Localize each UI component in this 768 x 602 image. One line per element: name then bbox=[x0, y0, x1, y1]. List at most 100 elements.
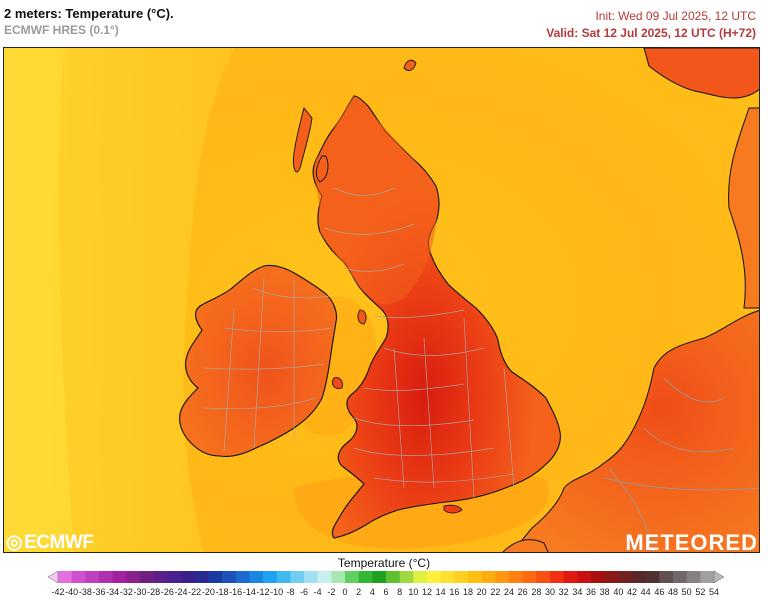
legend-swatch bbox=[140, 571, 155, 583]
legend-swatch bbox=[386, 571, 401, 583]
legend-tick: -2 bbox=[327, 587, 336, 597]
legend-swatch bbox=[468, 571, 483, 583]
legend-swatch bbox=[99, 571, 114, 583]
legend-swatch bbox=[263, 571, 278, 583]
legend-swatch bbox=[358, 571, 373, 583]
legend-tick: -14 bbox=[242, 587, 256, 597]
legend-swatch bbox=[167, 571, 182, 583]
denmark-land bbox=[728, 107, 759, 309]
legend-tick: 8 bbox=[397, 587, 403, 597]
legend-swatch bbox=[304, 571, 319, 583]
legend-swatch bbox=[194, 571, 209, 583]
legend-tick: 40 bbox=[613, 587, 624, 597]
legend-swatch bbox=[618, 571, 633, 583]
legend-swatch bbox=[235, 571, 250, 583]
legend-tick: -32 bbox=[119, 587, 133, 597]
temperature-map[interactable] bbox=[3, 47, 760, 553]
legend-tick: -4 bbox=[313, 587, 322, 597]
legend-swatch bbox=[604, 571, 619, 583]
legend-tick: 44 bbox=[640, 587, 651, 597]
legend-tick: 18 bbox=[462, 587, 474, 597]
legend-swatch bbox=[632, 571, 647, 583]
legend-arrow-high bbox=[713, 571, 724, 583]
legend-tick: 30 bbox=[544, 587, 556, 597]
legend-tick: 10 bbox=[408, 587, 419, 597]
header-right: Init: Wed 09 Jul 2025, 12 UTC Valid: Sat… bbox=[546, 8, 756, 42]
legend-tick: -42 bbox=[51, 587, 65, 597]
legend-swatch bbox=[413, 571, 428, 583]
legend-tick: 52 bbox=[695, 587, 706, 597]
gb-county-borders bbox=[323, 187, 515, 499]
legend-swatch bbox=[58, 571, 73, 583]
legend-swatch bbox=[686, 571, 701, 583]
brittany-land bbox=[502, 539, 549, 552]
legend-swatch bbox=[563, 571, 578, 583]
legend-swatch bbox=[591, 571, 606, 583]
legend-tick: 42 bbox=[626, 587, 638, 597]
legend-tick: -40 bbox=[65, 587, 79, 597]
legend-tick: -34 bbox=[106, 587, 120, 597]
orkney-islands bbox=[403, 59, 417, 71]
legend-swatch bbox=[659, 571, 674, 583]
anglesey-island bbox=[332, 377, 343, 389]
legend-swatch bbox=[522, 571, 537, 583]
continent-land bbox=[510, 310, 759, 552]
legend-swatch bbox=[700, 571, 715, 583]
legend-swatch bbox=[112, 571, 127, 583]
legend-swatch bbox=[440, 571, 455, 583]
legend-tick: 36 bbox=[585, 587, 597, 597]
atlantic-west-edge bbox=[4, 48, 74, 552]
isle-of-wight bbox=[443, 504, 463, 514]
legend-swatch bbox=[454, 571, 469, 583]
legend-tick: 46 bbox=[654, 587, 665, 597]
legend-tick: 4 bbox=[369, 587, 375, 597]
legend-tick: 32 bbox=[558, 587, 569, 597]
legend-tick: -36 bbox=[92, 587, 106, 597]
legend-swatch bbox=[345, 571, 360, 583]
isle-of-man bbox=[357, 309, 367, 325]
legend-tick: 50 bbox=[681, 587, 692, 597]
map-canvas bbox=[4, 48, 759, 552]
legend-tick: 14 bbox=[435, 587, 446, 597]
legend-swatch bbox=[550, 571, 565, 583]
legend-tick: 24 bbox=[503, 587, 515, 597]
legend-tick: 34 bbox=[572, 587, 583, 597]
legend-tick: -8 bbox=[286, 587, 295, 597]
legend-swatch bbox=[71, 571, 86, 583]
ecmwf-logo[interactable]: ◎ ECMWF bbox=[6, 531, 94, 554]
legend-tick: -10 bbox=[270, 587, 284, 597]
legend-tick: -18 bbox=[215, 587, 229, 597]
scotland-tint bbox=[314, 96, 437, 305]
valid-time: Valid: Sat 12 Jul 2025, 12 UTC (H+72) bbox=[546, 26, 756, 40]
legend-tick: 28 bbox=[531, 587, 542, 597]
legend-swatch bbox=[208, 571, 223, 583]
legend-swatch bbox=[153, 571, 168, 583]
legend-tick: -22 bbox=[188, 587, 202, 597]
legend-swatch bbox=[645, 571, 660, 583]
legend-tick: 48 bbox=[667, 587, 679, 597]
norway-land bbox=[643, 48, 759, 99]
legend-tick: -16 bbox=[229, 587, 243, 597]
legend-tick: 20 bbox=[476, 587, 487, 597]
legend-swatch bbox=[536, 571, 551, 583]
map-title: 2 meters: Temperature (°C). bbox=[4, 6, 174, 21]
legend-color-bar bbox=[48, 571, 724, 583]
legend-tick: -6 bbox=[299, 587, 309, 597]
legend-tick: -20 bbox=[201, 587, 215, 597]
legend-tick: 6 bbox=[383, 587, 389, 597]
legend-swatch bbox=[427, 571, 442, 583]
legend-swatch bbox=[126, 571, 141, 583]
model-label: ECMWF HRES (0.1°) bbox=[4, 23, 119, 37]
legend-tick: -12 bbox=[256, 587, 270, 597]
legend-swatch bbox=[249, 571, 264, 583]
meteored-logo[interactable]: METEORED bbox=[625, 530, 758, 555]
init-time: Init: Wed 09 Jul 2025, 12 UTC bbox=[595, 9, 756, 23]
legend-swatch bbox=[222, 571, 237, 583]
legend-tick: 0 bbox=[342, 587, 348, 597]
legend-swatch bbox=[509, 571, 524, 583]
legend-tick: 22 bbox=[490, 587, 501, 597]
ireland-borders bbox=[203, 277, 333, 453]
ecmwf-logo-text: ECMWF bbox=[24, 532, 94, 553]
legend-swatch bbox=[495, 571, 510, 583]
legend-swatch bbox=[85, 571, 100, 583]
